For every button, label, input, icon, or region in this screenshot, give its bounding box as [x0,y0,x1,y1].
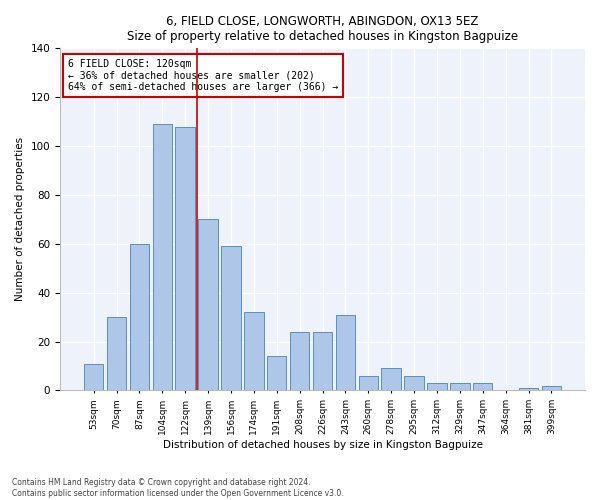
Bar [199,220,218,390]
Bar [542,386,561,390]
Y-axis label: Number of detached properties: Number of detached properties [15,138,25,302]
Bar [267,356,286,390]
Bar [404,376,424,390]
Bar [335,314,355,390]
X-axis label: Distribution of detached houses by size in Kingston Bagpuize: Distribution of detached houses by size … [163,440,482,450]
Bar [84,364,103,390]
Text: Contains HM Land Registry data © Crown copyright and database right 2024.
Contai: Contains HM Land Registry data © Crown c… [12,478,344,498]
Text: 6 FIELD CLOSE: 120sqm
← 36% of detached houses are smaller (202)
64% of semi-det: 6 FIELD CLOSE: 120sqm ← 36% of detached … [68,58,338,92]
Bar [382,368,401,390]
Bar [175,126,195,390]
Bar [519,388,538,390]
Bar [313,332,332,390]
Bar [427,383,446,390]
Bar [130,244,149,390]
Bar [107,317,126,390]
Bar [244,312,263,390]
Bar [290,332,310,390]
Bar [152,124,172,390]
Title: 6, FIELD CLOSE, LONGWORTH, ABINGDON, OX13 5EZ
Size of property relative to detac: 6, FIELD CLOSE, LONGWORTH, ABINGDON, OX1… [127,15,518,43]
Bar [450,383,470,390]
Bar [473,383,493,390]
Bar [359,376,378,390]
Bar [221,246,241,390]
